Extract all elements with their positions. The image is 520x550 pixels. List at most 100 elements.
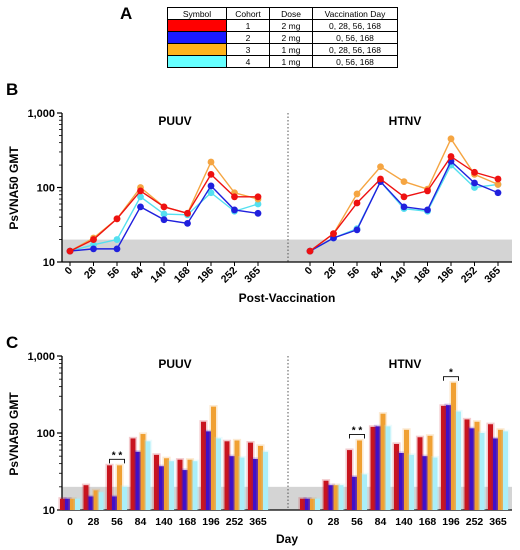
bar xyxy=(357,440,362,510)
x-tick-label: 28 xyxy=(328,516,340,528)
legend-symbol-swatch xyxy=(167,43,227,56)
x-tick-label: 56 xyxy=(351,516,363,528)
significance-label: * * xyxy=(112,450,123,461)
data-point xyxy=(90,236,97,243)
data-point xyxy=(254,209,262,217)
data-point xyxy=(330,230,337,238)
group-title: HTNV xyxy=(389,114,422,128)
shaded-band xyxy=(62,239,512,262)
bar xyxy=(352,476,357,510)
panel-label-a: A xyxy=(120,4,133,23)
group-title: HTNV xyxy=(389,357,422,371)
bar xyxy=(404,429,409,510)
data-point xyxy=(160,210,168,218)
bar xyxy=(315,498,320,510)
bar xyxy=(177,459,183,510)
data-point xyxy=(207,158,215,166)
bar xyxy=(333,485,339,510)
bar xyxy=(98,492,104,510)
bar xyxy=(229,456,235,510)
bar xyxy=(479,433,485,510)
significance-bracket xyxy=(443,376,459,381)
bar xyxy=(130,438,136,510)
group-title: PUUV xyxy=(158,114,191,128)
data-point xyxy=(113,236,121,243)
y-tick-label: 10 xyxy=(43,257,55,269)
bar xyxy=(310,498,315,510)
bar xyxy=(446,405,451,510)
legend-cohort: 4 xyxy=(226,55,270,68)
bar xyxy=(140,434,146,510)
legend-symbol-swatch xyxy=(167,31,227,44)
x-tick-label: 252 xyxy=(226,516,244,528)
data-point xyxy=(113,215,121,223)
bar xyxy=(451,382,456,510)
significance-label: * * xyxy=(352,425,363,436)
bar xyxy=(206,431,211,510)
significance-bracket xyxy=(349,434,365,439)
bar xyxy=(253,458,258,510)
y-axis-label: PsVNA50 GMT xyxy=(7,146,21,230)
data-point xyxy=(254,200,262,208)
data-point xyxy=(424,206,431,214)
x-tick-label: 84 xyxy=(375,516,387,528)
panel-label-c: C xyxy=(6,333,19,352)
bar xyxy=(169,461,174,510)
bar xyxy=(224,441,230,510)
bar xyxy=(201,421,206,510)
bar xyxy=(503,431,508,510)
bar xyxy=(399,452,404,510)
bar xyxy=(112,496,117,510)
x-tick-label: 84 xyxy=(135,516,147,528)
y-tick-label: 100 xyxy=(37,428,55,440)
bar xyxy=(432,457,438,510)
bar xyxy=(417,437,423,510)
bar xyxy=(456,411,461,510)
data-point xyxy=(400,193,408,201)
bar xyxy=(211,406,216,510)
bar xyxy=(469,428,475,510)
bar xyxy=(258,445,263,510)
bar xyxy=(328,485,334,510)
data-point xyxy=(184,209,191,217)
bar xyxy=(474,421,480,510)
data-point xyxy=(377,175,384,183)
data-point xyxy=(90,245,97,253)
bar xyxy=(493,438,498,510)
y-tick-label: 100 xyxy=(37,183,55,195)
bar xyxy=(88,496,94,510)
data-point xyxy=(494,189,502,197)
bar xyxy=(60,498,65,510)
x-tick-label: 0 xyxy=(67,516,73,528)
x-tick-label: 168 xyxy=(179,516,197,528)
significance-bracket xyxy=(109,458,125,464)
bar xyxy=(422,456,428,510)
line-chart-b: 10 100 1,000 PsVNA50 GMT Post-Vaccination PUU… xyxy=(7,108,512,305)
data-point xyxy=(400,178,408,186)
bar xyxy=(385,426,391,510)
data-point xyxy=(377,163,384,171)
bar xyxy=(300,498,305,510)
data-point xyxy=(207,182,215,190)
bar xyxy=(323,480,329,510)
legend-row: 4 1 mg 0, 56, 168 xyxy=(167,55,398,68)
data-point xyxy=(424,187,431,195)
data-point xyxy=(137,193,144,201)
data-point xyxy=(207,189,215,197)
y-tick-label: 10 xyxy=(43,505,55,517)
x-tick-label: 28 xyxy=(88,516,100,528)
bar xyxy=(65,498,70,510)
legend-symbol-swatch xyxy=(167,55,227,68)
data-point xyxy=(184,219,191,227)
bar xyxy=(107,465,112,510)
x-tick-label: 365 xyxy=(249,516,267,528)
bar xyxy=(375,426,381,510)
x-tick-label: 140 xyxy=(155,516,173,528)
bar xyxy=(159,466,164,510)
bar xyxy=(122,486,127,510)
bar xyxy=(187,459,193,510)
bar xyxy=(93,490,99,510)
x-axis-label: Post-Vaccination xyxy=(239,291,336,305)
data-point xyxy=(494,181,502,188)
bar xyxy=(117,465,122,510)
